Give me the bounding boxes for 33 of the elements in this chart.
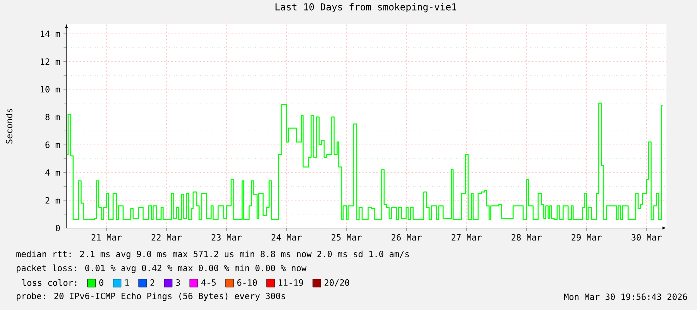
y-tick-label: 0 bbox=[56, 225, 60, 232]
x-tick-label: 22 Mar bbox=[152, 234, 182, 241]
chart-title: Last 10 Days from smokeping-vie1 bbox=[276, 3, 457, 13]
legend-label: 20/20 bbox=[324, 280, 350, 287]
y-tick-label: 2 m bbox=[46, 197, 60, 204]
x-tick-label: 23 Mar bbox=[212, 234, 242, 241]
legend-label: 2 bbox=[150, 280, 155, 286]
legend-label: 6-10 bbox=[238, 280, 258, 286]
x-tick-label: 30 Mar bbox=[632, 234, 662, 241]
text: probe: 20 IPv6-ICMP Echo Pings (56 Bytes) every 300s bbox=[16, 292, 286, 302]
y-tick-label: 6 m bbox=[46, 142, 60, 148]
x-tick-label: 28 Mar bbox=[512, 234, 542, 241]
y-tick-label: 4 m bbox=[46, 170, 60, 176]
text: median rtt: 2.1 ms avg 9.0 ms max 571.2 us min 8.8 ms now 2.0 ms sd 1.0 am/s bbox=[16, 250, 410, 260]
text: Mon Mar 30 19:56:43 2026 bbox=[564, 294, 688, 300]
legend-title: loss color: bbox=[22, 279, 77, 286]
legend-label: 11-19 bbox=[279, 280, 304, 286]
x-tick-label: 24 Mar bbox=[272, 234, 302, 241]
text: packet loss: 0.01 % avg 0.42 % max 0.00 % min 0.00 % now bbox=[16, 264, 307, 274]
x-tick-label: 27 Mar bbox=[452, 234, 482, 241]
y-axis-title: Seconds bbox=[6, 109, 13, 144]
y-tick-label: 10 m bbox=[41, 86, 60, 93]
y-tick-label: 12 m bbox=[41, 58, 60, 65]
y-tick-label: 8 m bbox=[46, 114, 60, 121]
y-tick-label: 14 m bbox=[41, 30, 60, 38]
x-tick-label: 29 Mar bbox=[572, 234, 602, 241]
x-tick-label: 26 Mar bbox=[392, 234, 422, 241]
legend-label: 1 bbox=[126, 280, 130, 286]
legend-label: 3 bbox=[176, 280, 180, 286]
x-tick-label: 25 Mar bbox=[332, 234, 362, 241]
legend-label: 4-5 bbox=[202, 280, 216, 286]
legend-label: 0 bbox=[100, 280, 104, 286]
x-tick-label: 21 Mar bbox=[92, 234, 122, 241]
